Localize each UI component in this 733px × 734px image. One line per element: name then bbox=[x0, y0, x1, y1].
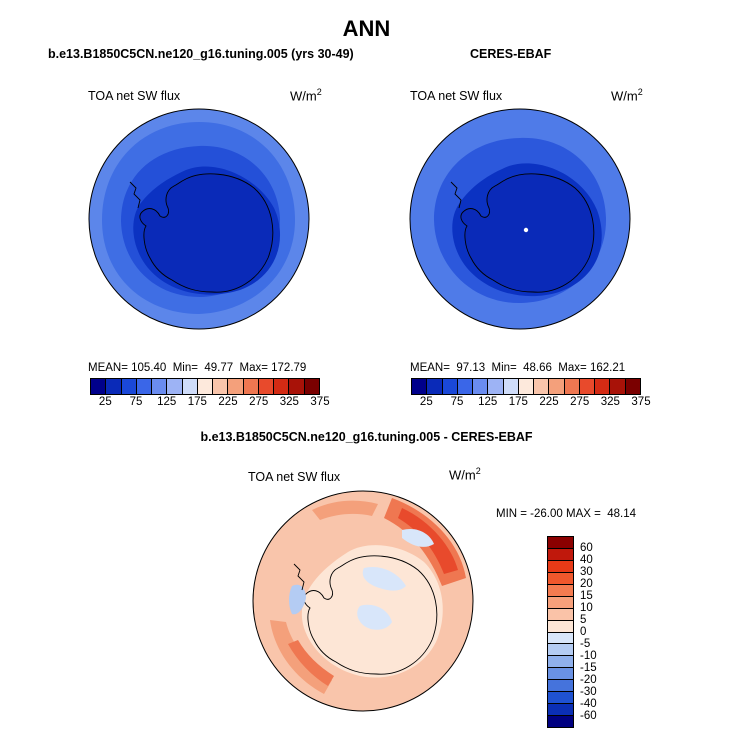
left-colorbar-swatch bbox=[274, 379, 290, 394]
left-colorbar-swatch bbox=[289, 379, 305, 394]
right-colorbar-swatch bbox=[457, 379, 474, 394]
left-colorbar-swatch bbox=[167, 379, 183, 394]
diff-colorbar-tick-label: 60 bbox=[580, 542, 593, 554]
diff-colorbar-swatch bbox=[548, 632, 573, 645]
left-colorbar-ticks: 25 75 125 175 225 275 325 375 bbox=[90, 396, 330, 410]
diff-colorbar-tick-label: -10 bbox=[580, 650, 597, 662]
diff-colorbar-tick-label: -40 bbox=[580, 698, 597, 710]
right-colorbar-swatch bbox=[595, 379, 611, 394]
right-panel-header: CERES-EBAF bbox=[470, 47, 552, 61]
diff-colorbar-tick-label: 40 bbox=[580, 554, 593, 566]
diff-colorbar-swatch bbox=[548, 680, 573, 693]
right-colorbar-ticks: 25 75 125 175 225 275 325 375 bbox=[411, 396, 651, 410]
left-panel-units: W/m2 bbox=[290, 87, 322, 104]
right-colorbar-tick-label: 225 bbox=[539, 396, 559, 408]
left-colorbar-swatch bbox=[228, 379, 244, 394]
diff-colorbar-tick-label: -60 bbox=[580, 710, 597, 722]
diff-colorbar-tick-label: 20 bbox=[580, 578, 593, 590]
right-polar-map bbox=[409, 108, 631, 330]
diff-colorbar-ticks: 60 40 30 20 15 10 5 0 -5 -10 -15 -20 -30 -40 -60 bbox=[580, 536, 620, 728]
left-colorbar-swatch bbox=[136, 379, 153, 394]
diff-polar-map bbox=[252, 490, 474, 712]
left-colorbar-tick-label: 125 bbox=[157, 396, 177, 408]
diff-panel-header: b.e13.B1850C5CN.ne120_g16.tuning.005 - C… bbox=[200, 430, 533, 444]
figure-title: ANN bbox=[342, 16, 391, 41]
right-colorbar-tick-label: 125 bbox=[478, 396, 498, 408]
left-polar-map bbox=[88, 108, 310, 330]
diff-panel-stats: MIN = -26.00 MAX = 48.14 bbox=[496, 508, 636, 520]
left-colorbar bbox=[90, 378, 320, 395]
diff-colorbar-tick-label: 30 bbox=[580, 566, 593, 578]
right-colorbar-swatch bbox=[549, 379, 565, 394]
left-colorbar-swatch bbox=[213, 379, 229, 394]
diff-colorbar-tick-label: 15 bbox=[580, 590, 593, 602]
right-colorbar-tick-label: 375 bbox=[631, 396, 651, 408]
left-colorbar-swatch bbox=[197, 379, 214, 394]
left-panel-variable: TOA net SW flux bbox=[88, 89, 181, 103]
right-panel-variable: TOA net SW flux bbox=[410, 89, 503, 103]
right-colorbar bbox=[411, 378, 641, 395]
diff-colorbar-swatch bbox=[548, 644, 573, 657]
diff-colorbar bbox=[547, 536, 574, 728]
diff-colorbar-swatch bbox=[548, 572, 573, 585]
diff-colorbar-swatch bbox=[548, 692, 573, 705]
right-colorbar-swatch bbox=[488, 379, 504, 394]
right-colorbar-tick-label: 325 bbox=[600, 396, 620, 408]
left-colorbar-tick-label: 75 bbox=[129, 396, 143, 408]
right-colorbar-swatch bbox=[625, 379, 640, 394]
diff-colorbar-tick-label: -20 bbox=[580, 674, 597, 686]
diff-colorbar-swatch bbox=[548, 596, 573, 609]
diff-colorbar-swatch bbox=[548, 656, 573, 669]
right-colorbar-tick-label: 75 bbox=[450, 396, 464, 408]
right-colorbar-swatch bbox=[473, 379, 489, 394]
right-colorbar-tick-label: 25 bbox=[419, 396, 433, 408]
right-colorbar-tick-label: 175 bbox=[508, 396, 528, 408]
left-colorbar-tick-label: 175 bbox=[187, 396, 207, 408]
left-colorbar-tick-label: 225 bbox=[218, 396, 238, 408]
diff-colorbar-swatch bbox=[548, 716, 573, 727]
diff-colorbar-tick-label: -30 bbox=[580, 686, 597, 698]
left-colorbar-swatch bbox=[91, 379, 107, 394]
diff-panel-units: W/m2 bbox=[449, 466, 481, 483]
left-colorbar-tick-label: 325 bbox=[279, 396, 299, 408]
diff-colorbar-tick-label: 5 bbox=[580, 614, 587, 626]
left-colorbar-tick-label: 25 bbox=[98, 396, 112, 408]
diff-panel-variable: TOA net SW flux bbox=[248, 470, 341, 484]
right-colorbar-swatch bbox=[442, 379, 458, 394]
left-colorbar-swatch bbox=[182, 379, 198, 394]
right-colorbar-swatch bbox=[610, 379, 626, 394]
diff-colorbar-tick-label: -5 bbox=[580, 638, 591, 650]
diff-colorbar-swatch bbox=[548, 668, 573, 681]
left-colorbar-tick-label: 375 bbox=[310, 396, 330, 408]
diff-colorbar-swatch bbox=[548, 608, 573, 621]
left-panel-stats: MEAN= 105.40 Min= 49.77 Max= 172.79 bbox=[88, 362, 307, 374]
right-colorbar-tick-label: 275 bbox=[570, 396, 590, 408]
diff-colorbar-swatch bbox=[548, 704, 573, 717]
diff-colorbar-swatch bbox=[548, 537, 573, 549]
left-colorbar-swatch bbox=[106, 379, 122, 394]
right-panel-units: W/m2 bbox=[611, 87, 643, 104]
diff-colorbar-tick-label: 0 bbox=[580, 626, 587, 638]
right-colorbar-swatch bbox=[579, 379, 596, 394]
diff-colorbar-swatch bbox=[548, 548, 573, 561]
left-colorbar-swatch bbox=[304, 379, 319, 394]
left-colorbar-swatch bbox=[121, 379, 137, 394]
right-colorbar-swatch bbox=[503, 379, 519, 394]
right-colorbar-swatch bbox=[518, 379, 535, 394]
left-colorbar-swatch bbox=[243, 379, 259, 394]
diff-colorbar-tick-label: 10 bbox=[580, 602, 593, 614]
diff-colorbar-swatch bbox=[548, 560, 573, 573]
left-colorbar-swatch bbox=[152, 379, 168, 394]
diff-colorbar-swatch bbox=[548, 584, 573, 597]
diff-colorbar-swatch bbox=[548, 620, 573, 633]
left-panel-header: b.e13.B1850C5CN.ne120_g16.tuning.005 (yr… bbox=[48, 47, 354, 61]
right-colorbar-swatch bbox=[534, 379, 550, 394]
left-colorbar-tick-label: 275 bbox=[249, 396, 269, 408]
right-colorbar-swatch bbox=[427, 379, 443, 394]
right-colorbar-swatch bbox=[564, 379, 580, 394]
diff-colorbar-tick-label: -15 bbox=[580, 662, 597, 674]
right-colorbar-swatch bbox=[412, 379, 428, 394]
left-colorbar-swatch bbox=[258, 379, 275, 394]
right-panel-stats: MEAN= 97.13 Min= 48.66 Max= 162.21 bbox=[410, 362, 626, 374]
